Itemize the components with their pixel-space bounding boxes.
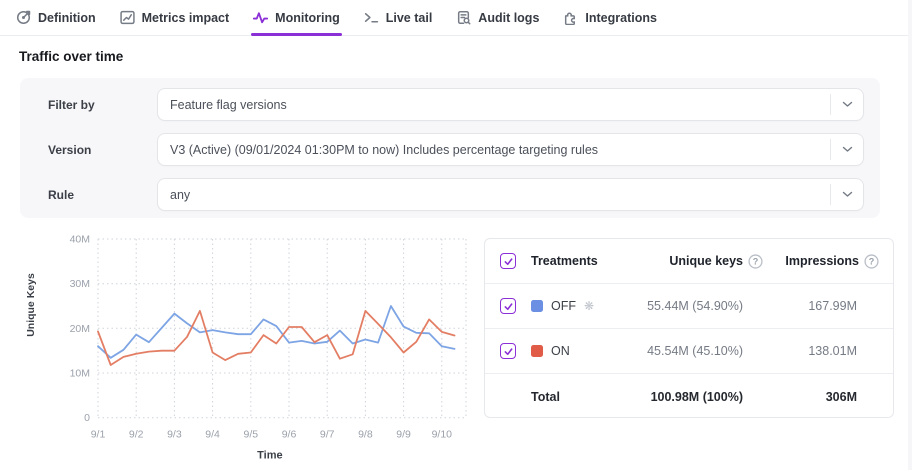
svg-text:?: ? — [753, 256, 759, 266]
audit-document-search-icon — [458, 10, 471, 25]
chevron-down-icon — [830, 139, 863, 160]
svg-text:0: 0 — [84, 412, 90, 424]
help-icon[interactable]: ? — [864, 253, 879, 269]
svg-text:10M: 10M — [70, 368, 90, 380]
treatments-column-header: Treatments — [531, 254, 598, 268]
treatment-on-checkbox[interactable] — [500, 343, 516, 359]
total-label: Total — [531, 389, 560, 404]
filter-row: Version V3 (Active) (09/01/2024 01:30PM … — [48, 133, 864, 166]
help-icon[interactable]: ? — [748, 253, 763, 269]
filter-panel: Filter by Feature flag versions Version … — [20, 78, 880, 218]
dropdown-value: any — [170, 187, 191, 202]
total-unique-keys-value: 100.98M (100%) — [650, 389, 743, 404]
treatment-row-off: OFF ❋ 55.44M (54.90%) 167.99M — [485, 284, 893, 329]
definition-target-icon — [16, 10, 31, 25]
default-treatment-icon: ❋ — [584, 299, 595, 313]
tab-live-tail[interactable]: Live tail — [364, 0, 433, 36]
treatments-table: Treatments Unique keys ? Impressions ? — [484, 238, 894, 418]
version-dropdown[interactable]: V3 (Active) (09/01/2024 01:30PM to now) … — [157, 133, 864, 166]
page-edge — [908, 0, 912, 470]
svg-text:9/2: 9/2 — [129, 429, 144, 441]
select-all-checkbox[interactable] — [500, 253, 516, 269]
treatment-name: ON — [551, 344, 570, 358]
traffic-chart: Unique Keys 0 10M 20M 30M 40M 9/1 9/2 9/3 9/4 9/5… — [0, 225, 480, 470]
line-chart-canvas: 0 10M 20M 30M 40M 9/1 9/2 9/3 9/4 9/5 9/6 9/7 9/8 9/9… — [70, 234, 467, 462]
filter-row: Rule any — [48, 178, 864, 211]
svg-text:9/4: 9/4 — [205, 429, 220, 441]
off-unique-keys-value: 55.44M (54.90%) — [647, 299, 743, 313]
chevron-down-icon — [830, 94, 863, 115]
svg-text:Time: Time — [257, 450, 282, 462]
page-title: Traffic over time — [19, 49, 124, 64]
svg-text:20M: 20M — [70, 323, 90, 335]
puzzle-piece-icon — [565, 12, 576, 25]
svg-text:9/5: 9/5 — [243, 429, 258, 441]
dropdown-value: Feature flag versions — [170, 97, 287, 112]
on-impressions-value: 138.01M — [808, 344, 857, 358]
treatments-table-header: Treatments Unique keys ? Impressions ? — [485, 239, 893, 284]
terminal-prompt-icon — [364, 13, 378, 23]
svg-text:9/3: 9/3 — [167, 429, 182, 441]
svg-text:9/1: 9/1 — [91, 429, 106, 441]
filter-by-dropdown[interactable]: Feature flag versions — [157, 88, 864, 121]
tab-definition[interactable]: Definition — [16, 0, 96, 36]
tab-bar: Definition Metrics impact Monitoring Liv… — [0, 0, 912, 36]
tab-audit-logs[interactable]: Audit logs — [456, 0, 539, 36]
svg-text:9/10: 9/10 — [432, 429, 453, 441]
svg-text:30M: 30M — [70, 278, 90, 290]
off-impressions-value: 167.99M — [808, 299, 857, 313]
svg-text:9/7: 9/7 — [320, 429, 335, 441]
filter-row: Filter by Feature flag versions — [48, 88, 864, 121]
svg-text:9/8: 9/8 — [358, 429, 373, 441]
treatment-row-on: ON 45.54M (45.10%) 138.01M — [485, 329, 893, 374]
svg-text:9/6: 9/6 — [282, 429, 297, 441]
tab-label: Live tail — [385, 10, 433, 25]
on-color-swatch — [531, 345, 543, 357]
tab-label: Integrations — [585, 10, 657, 25]
y-axis-label: Unique Keys — [25, 273, 37, 337]
rule-dropdown[interactable]: any — [157, 178, 864, 211]
treatment-name: OFF — [551, 299, 576, 313]
tab-integrations[interactable]: Integrations — [563, 0, 657, 36]
total-impressions-value: 306M — [825, 389, 857, 404]
tab-label: Definition — [38, 10, 96, 25]
off-color-swatch — [531, 300, 543, 312]
metrics-chart-icon — [119, 10, 135, 25]
tab-label: Monitoring — [275, 10, 340, 25]
tab-label: Metrics impact — [141, 10, 230, 25]
version-label: Version — [48, 142, 92, 157]
rule-label: Rule — [48, 187, 75, 202]
monitoring-pulse-icon — [253, 12, 269, 24]
filter-by-label: Filter by — [48, 97, 95, 112]
svg-text:9/9: 9/9 — [396, 429, 411, 441]
tab-metrics-impact[interactable]: Metrics impact — [119, 0, 230, 36]
on-unique-keys-value: 45.54M (45.10%) — [647, 344, 743, 358]
treatments-total-row: Total 100.98M (100%) 306M — [485, 374, 893, 417]
impressions-column-header: Impressions — [785, 254, 859, 268]
unique-keys-column-header: Unique keys — [669, 254, 743, 268]
svg-text:?: ? — [869, 256, 875, 266]
chevron-down-icon — [830, 184, 863, 205]
svg-text:40M: 40M — [70, 234, 90, 246]
tab-monitoring[interactable]: Monitoring — [251, 0, 342, 36]
treatment-off-checkbox[interactable] — [500, 298, 516, 314]
tab-label: Audit logs — [478, 10, 540, 25]
dropdown-value: V3 (Active) (09/01/2024 01:30PM to now) … — [170, 142, 599, 157]
